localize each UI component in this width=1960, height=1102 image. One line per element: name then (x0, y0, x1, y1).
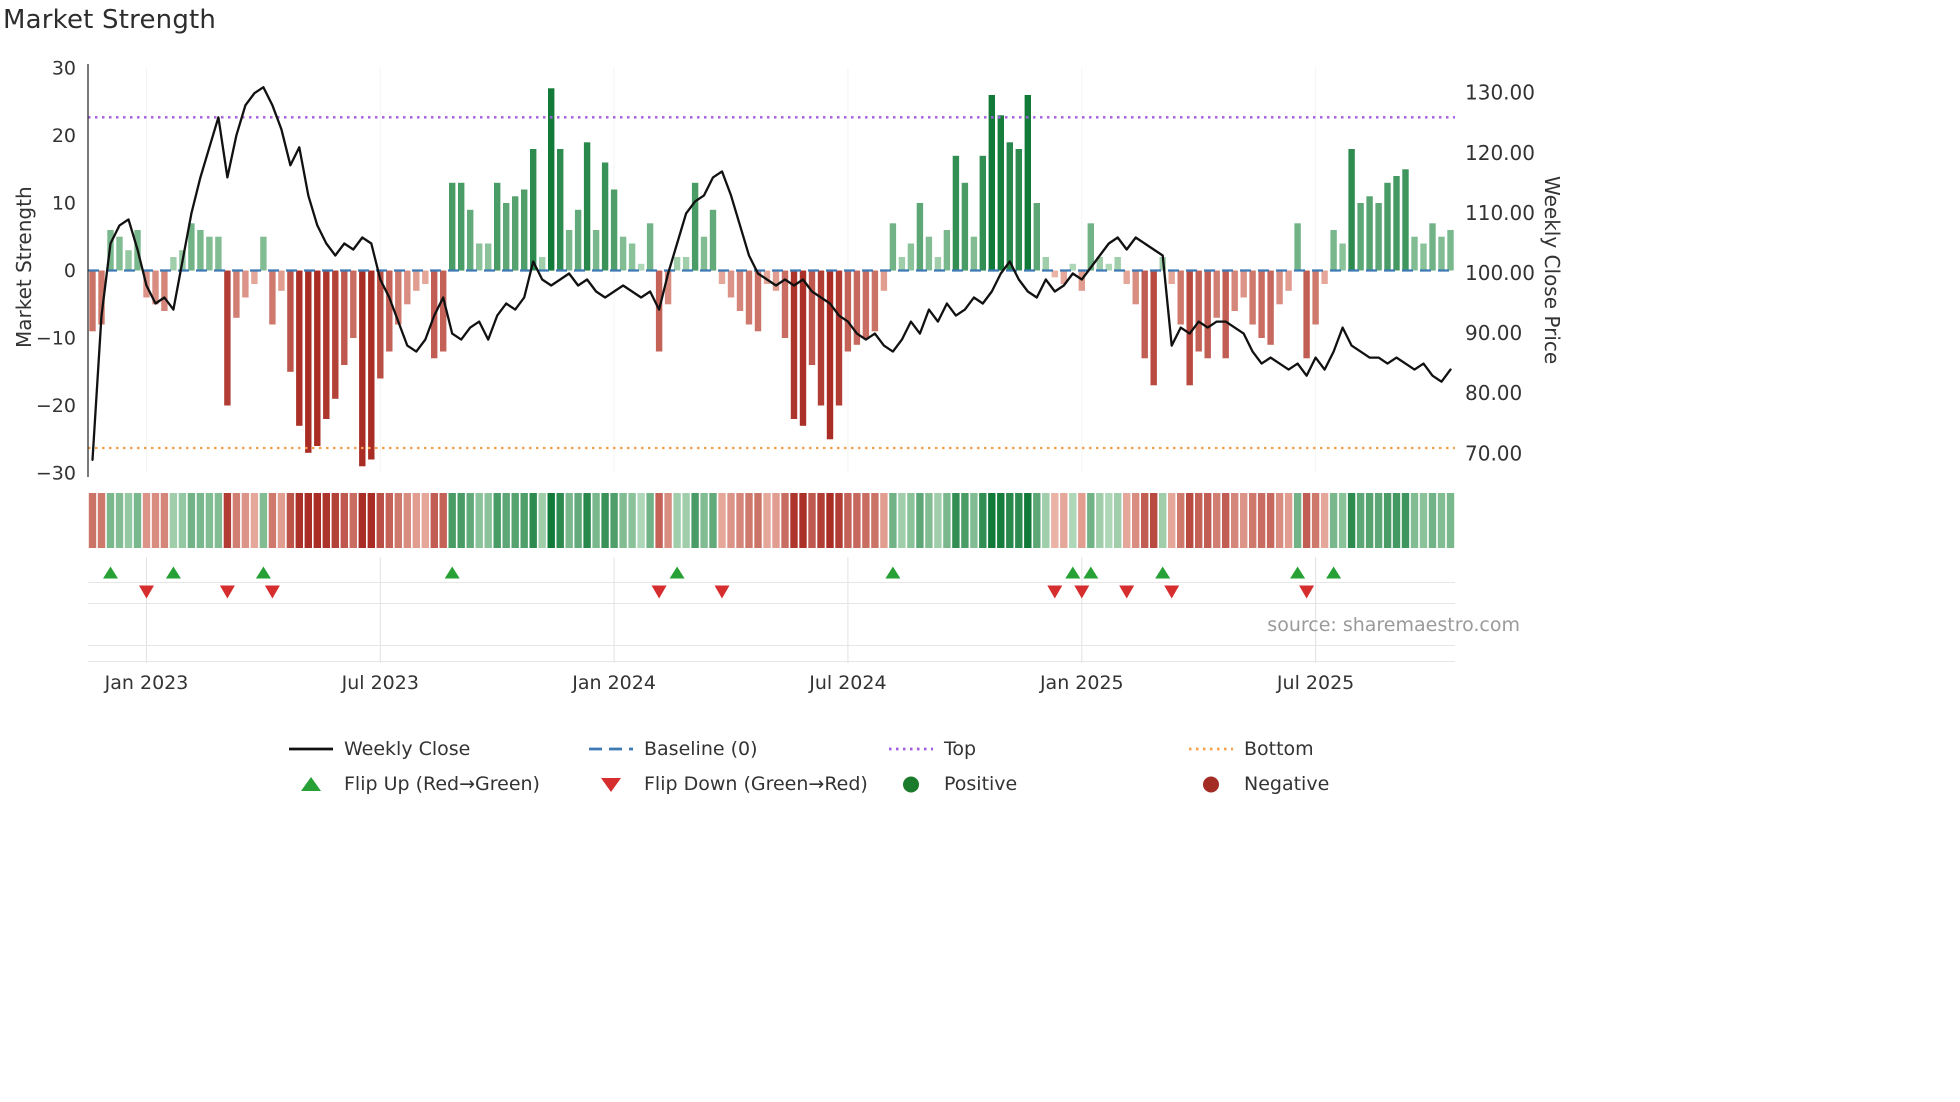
flip-up-icon (1290, 566, 1306, 579)
legend-item-label: Top (944, 738, 977, 760)
flip-up-icon (1155, 566, 1171, 579)
legend-item-bottom: Bottom (1188, 736, 1488, 762)
svg-text:−30: −30 (36, 463, 76, 485)
svg-text:10: 10 (52, 193, 76, 215)
tri-up-swatch-icon (301, 777, 321, 791)
legend-item-flip-down: Flip Down (Green→Red) (588, 771, 888, 797)
svg-text:100.00: 100.00 (1465, 261, 1535, 285)
flip-up-icon (103, 566, 118, 579)
flip-down-icon (1299, 585, 1315, 599)
reference-lines (88, 116, 1455, 450)
svg-text:70.00: 70.00 (1465, 441, 1522, 465)
dot-swatch-icon (1189, 747, 1233, 751)
legend-item-baseline: Baseline (0) (588, 736, 888, 762)
flip-up-icon (1326, 566, 1342, 579)
legend-item-weekly-close: Weekly Close (288, 736, 588, 762)
axis-tick-labels: 30 20 10 0 −10 −20 −30 130.00 120.00 110.00 100.00… (36, 58, 1535, 695)
legend-item-label: Baseline (0) (644, 738, 758, 760)
legend-item-label: Flip Up (Red→Green) (344, 773, 540, 795)
svg-text:Jul 2024: Jul 2024 (808, 672, 886, 694)
tri-down-swatch-icon (601, 778, 621, 792)
flip-markers (103, 566, 1342, 599)
legend-item-flip-up: Flip Up (Red→Green) (288, 771, 588, 797)
flip-down-icon (651, 585, 667, 599)
flip-down-icon (1119, 585, 1135, 599)
flip-down-icon (1164, 585, 1180, 599)
dot-swatch-icon (889, 747, 933, 751)
flip-up-icon (255, 566, 271, 579)
right-axis-title: Weekly Close Price (1540, 176, 1564, 365)
svg-text:90.00: 90.00 (1465, 321, 1522, 345)
legend-item-label: Negative (1244, 773, 1330, 795)
svg-text:Jul 2023: Jul 2023 (341, 672, 419, 694)
flip-up-icon (444, 566, 460, 579)
legend-item-negative: Negative (1188, 771, 1488, 797)
svg-text:−10: −10 (36, 328, 76, 350)
svg-text:110.00: 110.00 (1465, 201, 1535, 225)
flip-up-icon (1065, 566, 1081, 579)
svg-text:80.00: 80.00 (1465, 381, 1522, 405)
flip-up-icon (1083, 566, 1099, 579)
flip-down-icon (219, 585, 235, 599)
strength-bars (89, 88, 1454, 467)
legend-item-label: Positive (944, 773, 1018, 795)
weekly-close-line (91, 86, 1452, 461)
legend-item-positive: Positive (888, 771, 1188, 797)
svg-text:Jan 2025: Jan 2025 (1039, 672, 1124, 694)
chart-svg: 30 20 10 0 −10 −20 −30 130.00 120.00 110.00 100.00… (36, 58, 1535, 695)
svg-text:0: 0 (64, 260, 76, 282)
heatmap-strip (88, 493, 1455, 548)
page-title: Market Strength (3, 5, 217, 35)
flip-down-icon (714, 585, 730, 599)
legend-item-label: Flip Down (Green→Red) (644, 773, 868, 795)
svg-text:30: 30 (52, 58, 76, 80)
legend-item-top: Top (888, 736, 1188, 762)
svg-text:−20: −20 (36, 395, 76, 417)
flip-down-icon (264, 585, 280, 599)
flip-up-icon (885, 566, 901, 579)
flip-up-icon (669, 566, 685, 579)
flip-down-icon (1074, 585, 1090, 599)
svg-text:Jul 2025: Jul 2025 (1276, 672, 1354, 694)
flip-down-icon (139, 585, 154, 599)
circle-swatch-icon (903, 776, 919, 793)
line-swatch-icon (289, 747, 333, 751)
legend: Weekly Close Baseline (0) Top Bottom Flip Up… (288, 736, 1488, 797)
left-axis-title: Market Strength (12, 186, 36, 348)
circle-swatch-icon (1203, 776, 1219, 793)
flip-up-icon (165, 566, 181, 579)
source-attribution: source: sharemaestro.com (1267, 614, 1520, 636)
svg-text:20: 20 (52, 125, 76, 147)
svg-text:Jan 2023: Jan 2023 (104, 672, 189, 694)
svg-text:130.00: 130.00 (1465, 81, 1535, 105)
legend-item-label: Weekly Close (344, 738, 471, 760)
svg-text:120.00: 120.00 (1465, 141, 1535, 165)
flip-down-icon (1047, 585, 1063, 599)
dash-swatch-icon (589, 747, 633, 751)
svg-text:Jan 2024: Jan 2024 (571, 672, 656, 694)
legend-item-label: Bottom (1244, 738, 1314, 760)
